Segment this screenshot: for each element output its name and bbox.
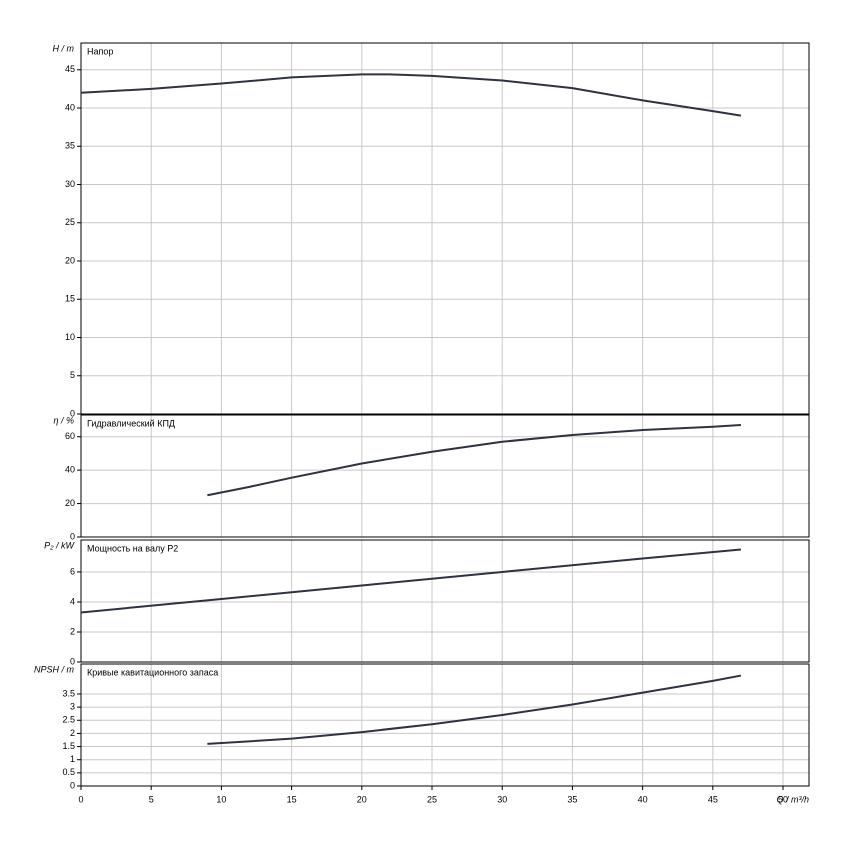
x-tick-label: 30 (497, 794, 507, 804)
y-tick-label: 35 (65, 141, 75, 151)
panel-frame (80, 414, 810, 538)
y-tick-label: 15 (65, 294, 75, 304)
y-tick-label: 20 (65, 498, 75, 508)
y-tick-label: 6 (70, 566, 75, 576)
y-tick-label: 3.5 (62, 688, 75, 698)
y-tick-label: 0 (70, 656, 75, 666)
y-tick-label: 0 (70, 780, 75, 790)
y-tick-label: 4 (70, 596, 75, 606)
x-tick-label: 25 (427, 794, 437, 804)
panel-title: Гидравлический КПД (87, 418, 175, 428)
curve (207, 424, 741, 497)
y-tick-label: 45 (65, 64, 75, 74)
panel-title: Мощность на валу P2 (87, 543, 178, 553)
y-tick-label: 10 (65, 332, 75, 342)
panel-frame (80, 539, 810, 663)
y-axis-label: H / m (53, 43, 75, 53)
curve (80, 548, 741, 614)
y-tick-label: 0.5 (62, 767, 75, 777)
y-tick-label: 1 (70, 754, 75, 764)
x-tick-label: 50 (778, 794, 788, 804)
y-tick-label: 3 (70, 701, 75, 711)
x-tick-label: 10 (216, 794, 226, 804)
y-axis-label: P₂ / kW (44, 540, 75, 550)
panel-frame (80, 42, 810, 415)
y-tick-label: 40 (65, 102, 75, 112)
y-tick-label: 20 (65, 255, 75, 265)
curve (80, 73, 742, 117)
curve (207, 674, 742, 745)
y-tick-label: 2 (70, 728, 75, 738)
y-tick-label: 2 (70, 626, 75, 636)
x-tick-label: 45 (708, 794, 718, 804)
y-tick-label: 2.5 (62, 715, 75, 725)
x-tick-label: 20 (357, 794, 367, 804)
x-tick-label: 5 (149, 794, 154, 804)
x-tick-label: 35 (567, 794, 577, 804)
panel-title: Кривые кавитационного запаса (87, 667, 218, 677)
panel-frame (80, 663, 810, 787)
y-tick-label: 1.5 (62, 741, 75, 751)
y-tick-label: 60 (65, 431, 75, 441)
y-tick-label: 40 (65, 465, 75, 475)
y-tick-label: 0 (70, 531, 75, 541)
x-tick-label: 0 (78, 794, 83, 804)
panel-title: Напор (87, 46, 113, 56)
y-tick-label: 25 (65, 217, 75, 227)
y-axis-label: NPSH / m (34, 664, 75, 674)
y-tick-label: 30 (65, 179, 75, 189)
x-tick-label: 40 (638, 794, 648, 804)
y-tick-label: 5 (70, 370, 75, 380)
y-axis-label: η / % (53, 415, 74, 425)
x-axis-label: Q / m³/h (776, 794, 809, 804)
y-tick-label: 0 (70, 408, 75, 418)
x-tick-label: 15 (287, 794, 297, 804)
